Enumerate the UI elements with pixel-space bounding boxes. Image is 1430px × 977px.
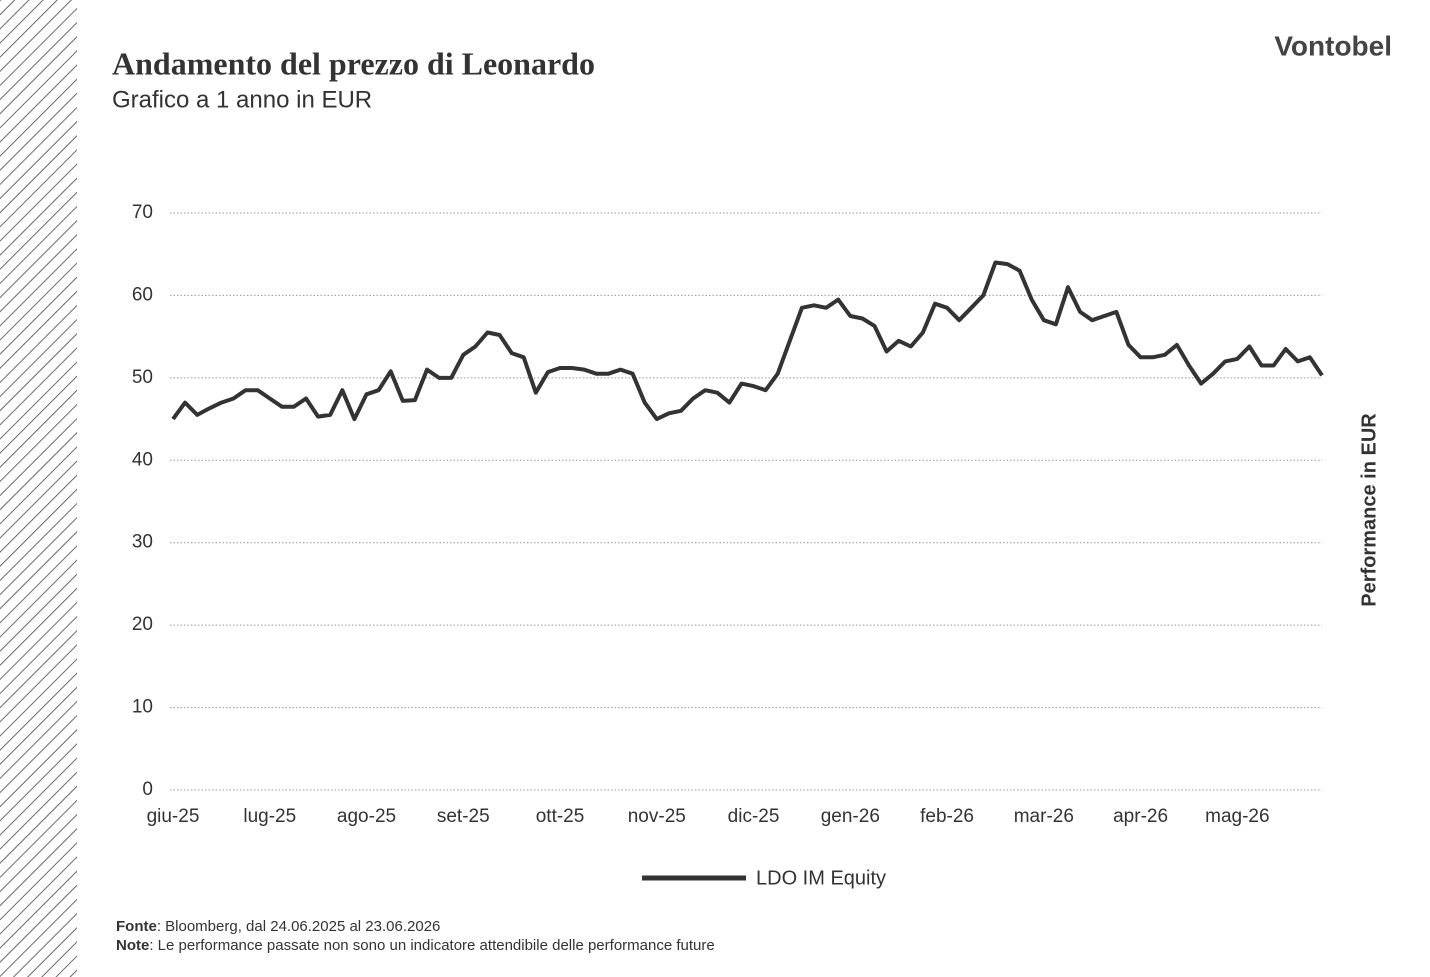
y-tick-label: 60	[132, 284, 153, 305]
x-tick-label: lug-25	[243, 806, 296, 827]
y-tick-label: 30	[132, 532, 153, 553]
y-tick-label: 40	[132, 449, 153, 470]
footnote-text: : Bloomberg, dal 24.06.2025 al 23.06.202…	[157, 918, 441, 935]
x-tick-label: giu-25	[147, 806, 200, 827]
chart-title: Andamento del prezzo di Leonardo	[112, 45, 595, 81]
footnote: Fonte: Bloomberg, dal 24.06.2025 al 23.0…	[116, 918, 440, 935]
brand-logo: Vontobel	[1274, 30, 1392, 61]
footnote-text: : Le performance passate non sono un ind…	[149, 937, 714, 954]
footnote-label: Note	[116, 937, 149, 954]
x-tick-label: feb-26	[920, 806, 974, 827]
y-tick-label: 70	[132, 202, 153, 223]
footnote-label: Fonte	[116, 918, 157, 935]
x-tick-label: set-25	[437, 806, 490, 827]
plot-area: 0 10 20 30 40 50 60 70 giu-25 lug-25 ago-25 set-25 o…	[132, 202, 1324, 827]
y-tick-label: 10	[132, 697, 153, 718]
y-tick-label: 50	[132, 367, 153, 388]
x-tick-label: dic-25	[728, 806, 780, 827]
x-tick-label: ott-25	[536, 806, 585, 827]
x-tick-label: apr-26	[1113, 806, 1168, 827]
y-tick-label: 0	[142, 779, 153, 800]
footnote: Note: Le performance passate non sono un…	[116, 937, 715, 954]
y-tick-label: 20	[132, 614, 153, 635]
y-axis-title: Performance in EUR	[1358, 413, 1380, 607]
legend-label: LDO IM Equity	[756, 867, 886, 889]
hatch-strip	[0, 0, 77, 977]
x-tick-label: mar-26	[1014, 806, 1074, 827]
x-tick-label: gen-26	[821, 806, 880, 827]
price-line	[171, 260, 1324, 422]
x-tick-label: mag-26	[1205, 806, 1269, 827]
chart-subtitle: Grafico a 1 anno in EUR	[112, 86, 372, 113]
x-tick-label: nov-25	[628, 806, 686, 827]
x-tick-label: ago-25	[337, 806, 396, 827]
